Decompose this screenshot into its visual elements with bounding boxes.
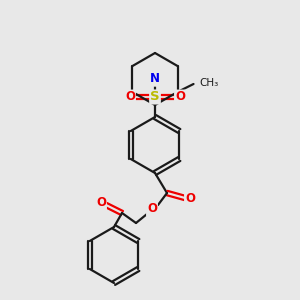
- Text: N: N: [150, 73, 160, 85]
- Text: O: O: [96, 196, 106, 209]
- Text: CH₃: CH₃: [200, 78, 219, 88]
- Text: O: O: [185, 193, 195, 206]
- Text: O: O: [125, 91, 135, 103]
- Text: O: O: [147, 202, 157, 215]
- Text: S: S: [150, 91, 160, 103]
- Text: N: N: [150, 73, 160, 85]
- Text: O: O: [175, 91, 185, 103]
